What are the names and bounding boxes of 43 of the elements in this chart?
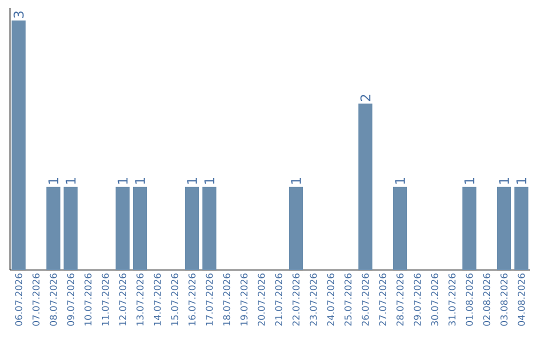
data-label: 2 (360, 94, 370, 102)
data-label: 1 (516, 178, 526, 184)
x-tick-label: 21.07.2026 (275, 274, 282, 326)
x-tick-label: 26.07.2026 (362, 274, 369, 326)
x-tick-label: 15.07.2026 (171, 274, 178, 326)
data-label: 1 (118, 178, 128, 184)
x-tick-label: 22.07.2026 (292, 274, 300, 326)
x-tick-label: 31.07.2026 (448, 274, 456, 326)
x-tick-label: 23.07.2026 (310, 274, 317, 326)
data-label: 1 (48, 178, 58, 184)
x-tick-label: 20.07.2026 (258, 274, 265, 326)
x-tick-label: 18.07.2026 (223, 274, 230, 326)
data-label: 1 (464, 178, 474, 184)
x-tick-label: 13.07.2026 (136, 274, 144, 326)
data-label: 1 (66, 178, 76, 184)
x-tick-label: 19.07.2026 (240, 274, 248, 326)
x-tick-label: 09.07.2026 (67, 274, 74, 326)
x-tick-label: 07.07.2026 (32, 274, 40, 326)
data-label: 3 (14, 11, 24, 18)
x-tick-label: 04.08.2026 (518, 274, 525, 326)
x-tick-label: 06.07.2026 (15, 274, 22, 326)
data-label: 1 (187, 178, 197, 184)
data-label: 1 (499, 178, 509, 184)
x-tick-label: 29.07.2026 (414, 274, 421, 326)
x-tick-label: 16.07.2026 (188, 274, 196, 326)
x-tick-label: 28.07.2026 (396, 274, 404, 326)
x-tick-label: 01.08.2026 (466, 274, 473, 326)
x-tick-label: 14.07.2026 (154, 274, 161, 326)
x-tick-label: 24.07.2026 (327, 274, 334, 326)
data-label: 1 (395, 178, 405, 184)
data-label: 1 (291, 178, 301, 184)
x-tick-label: 12.07.2026 (119, 274, 126, 326)
data-label: 1 (135, 178, 145, 184)
x-tick-label: 30.07.2026 (431, 274, 438, 326)
x-tick-label: 08.07.2026 (50, 274, 57, 326)
x-tick-label: 03.08.2026 (500, 274, 508, 326)
x-tick-label: 17.07.2026 (206, 274, 213, 326)
x-tick-label: 10.07.2026 (84, 274, 92, 326)
x-tick-label: 27.07.2026 (379, 274, 386, 326)
x-tick-label: 02.08.2026 (483, 274, 490, 326)
data-label: 1 (204, 178, 214, 184)
x-tick-label: 25.07.2026 (344, 274, 352, 326)
x-tick-label: 11.07.2026 (102, 274, 109, 326)
